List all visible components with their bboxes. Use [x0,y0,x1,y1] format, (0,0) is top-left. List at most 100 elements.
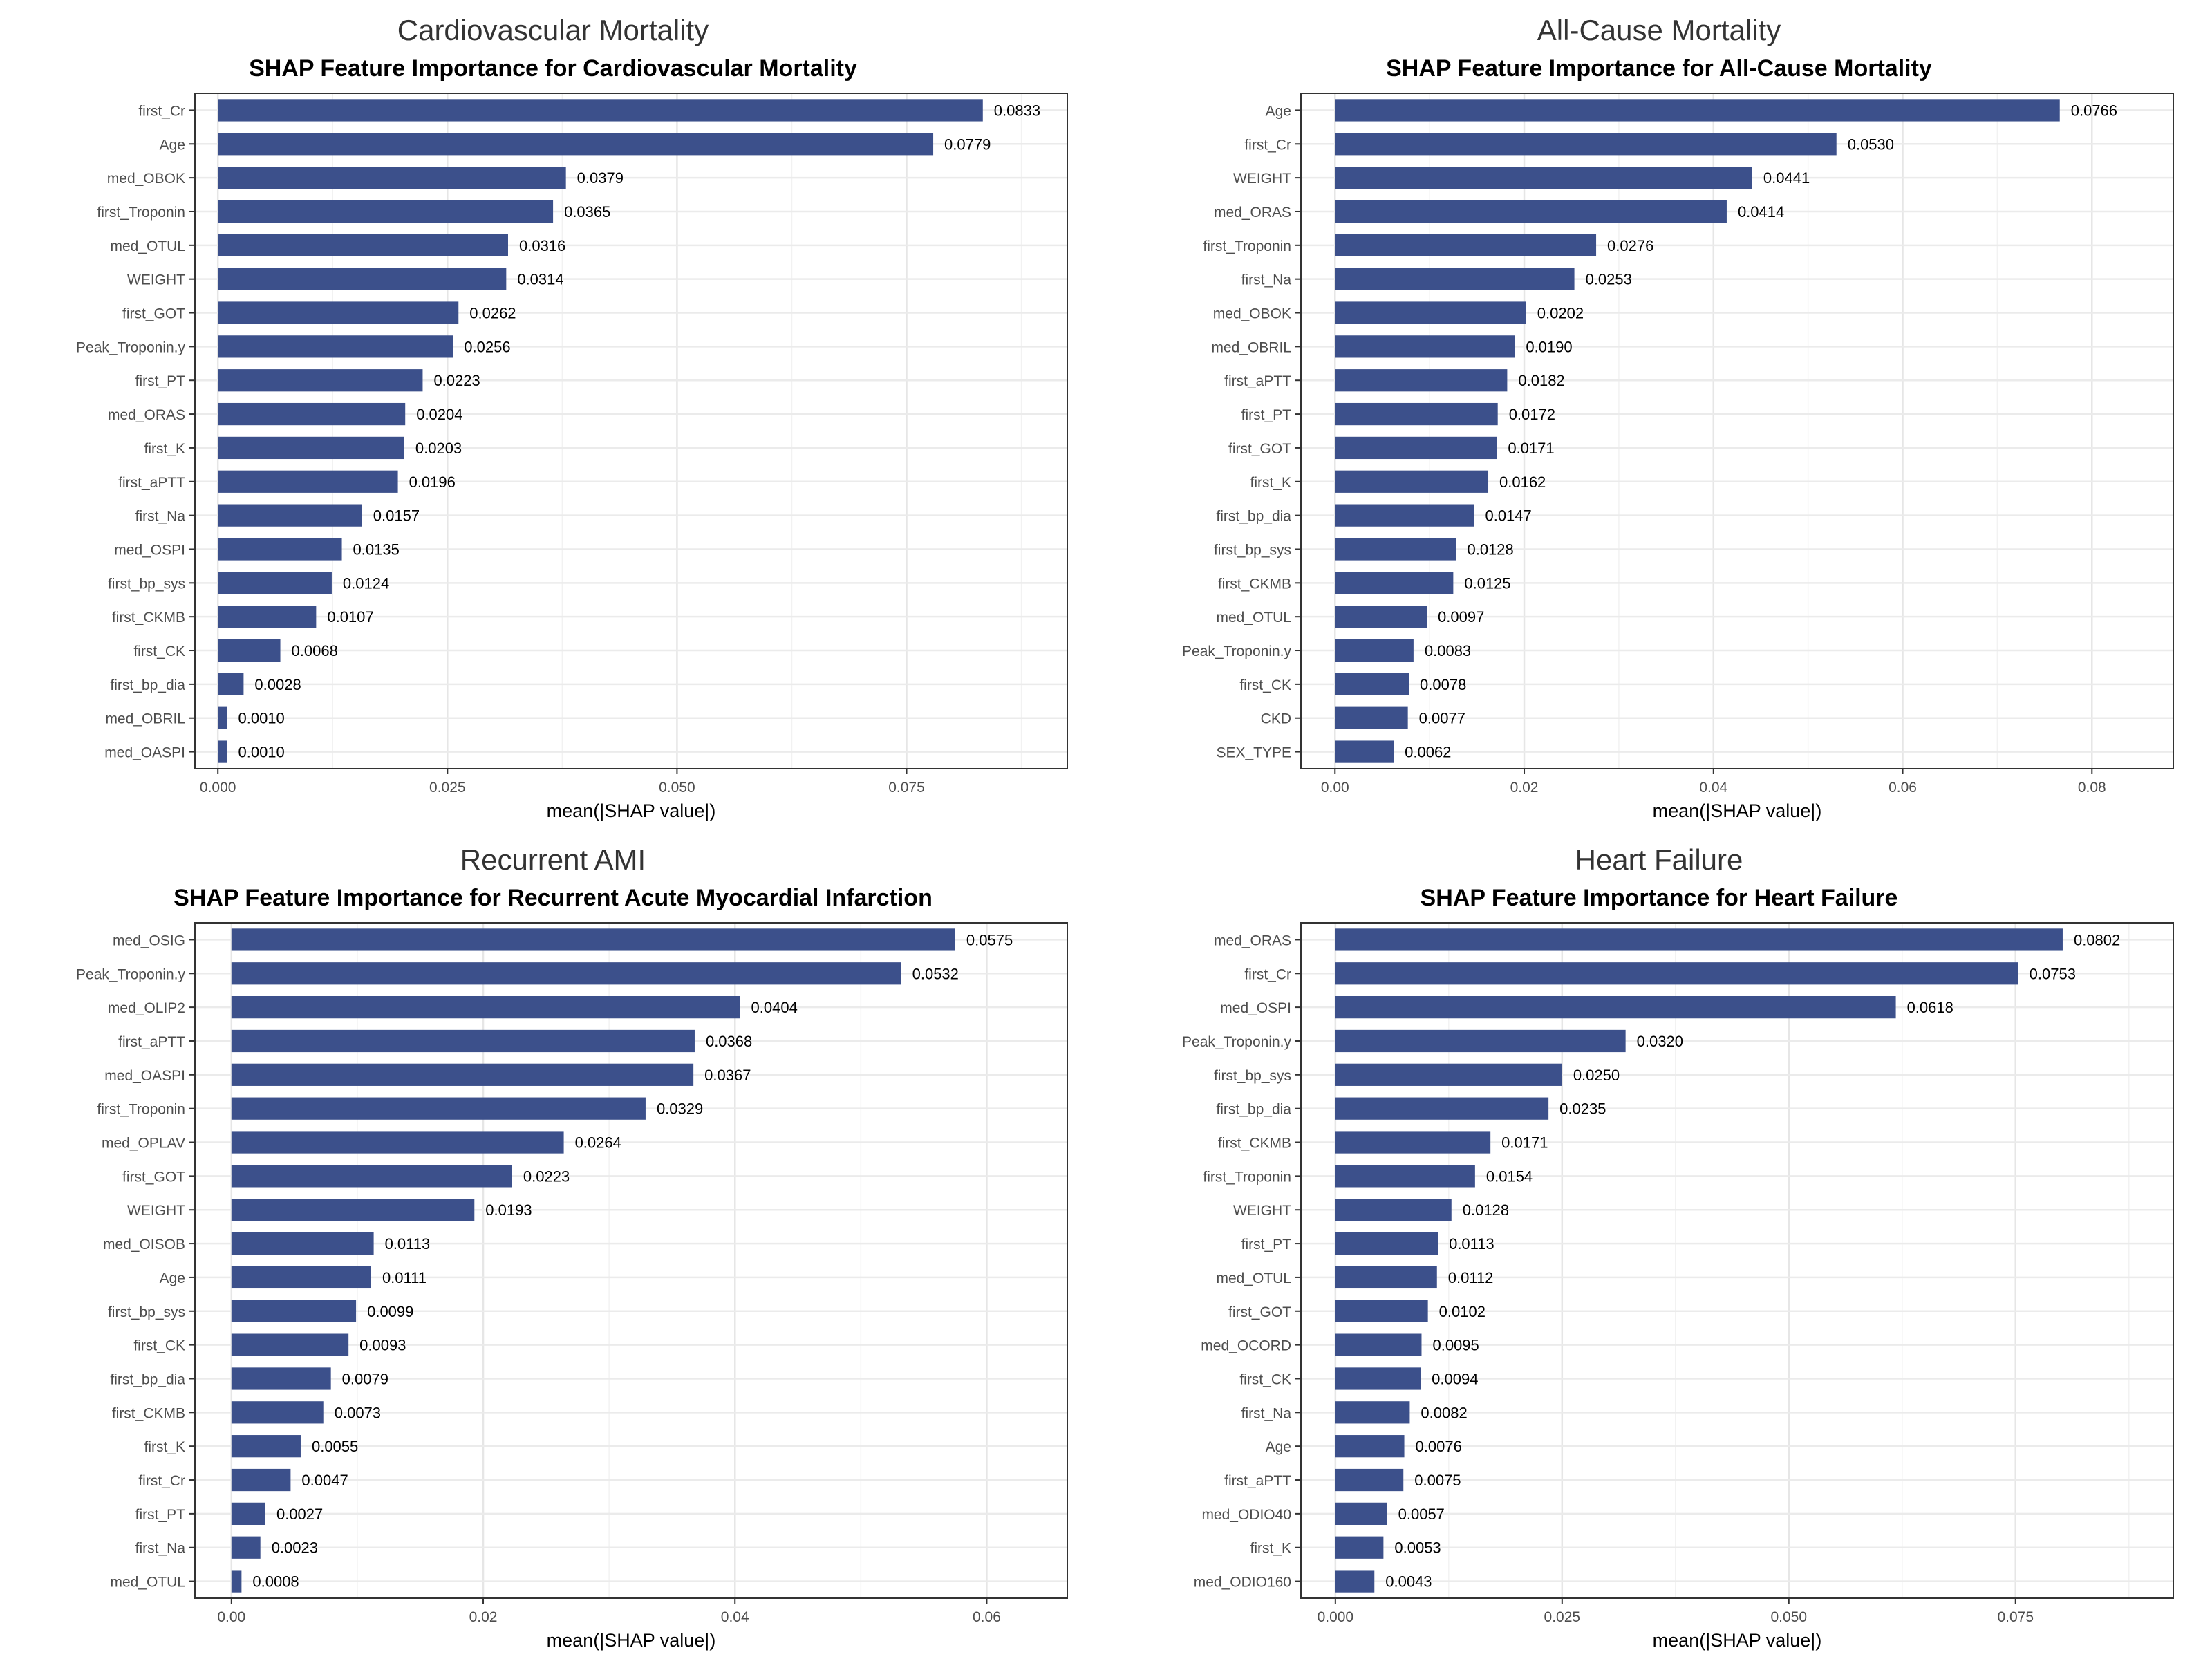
value-label: 0.0075 [1414,1472,1461,1489]
panel-title: Heart Failure [1575,843,1743,876]
bar [231,996,740,1019]
bar [231,1435,301,1458]
y-tick-label: Age [160,137,185,153]
value-label: 0.0753 [2030,965,2076,982]
y-tick-label: first_Na [135,1541,186,1557]
bar [231,1165,512,1188]
y-tick-label: first_aPTT [118,1034,185,1050]
value-label: 0.0097 [1438,608,1484,626]
value-label: 0.0077 [1419,710,1465,727]
value-label: 0.0043 [1385,1573,1432,1591]
value-label: 0.0157 [373,507,420,525]
y-tick-label: med_ORAS [1214,932,1291,948]
bar-chart: 0.0575med_OSIG0.0532Peak_Troponin.y0.040… [76,922,1068,1651]
bar [218,470,398,493]
bar [218,504,362,527]
bar [1335,1401,1410,1424]
value-label: 0.0172 [1509,406,1555,423]
y-tick-label: med_OASPI [104,745,185,761]
value-label: 0.0099 [367,1303,413,1320]
value-label: 0.0055 [312,1438,358,1455]
value-label: 0.0113 [1449,1235,1494,1253]
value-label: 0.0111 [382,1269,427,1286]
bar [1335,1570,1375,1593]
bar [231,1131,564,1154]
y-tick-label: first_K [1250,1541,1291,1557]
value-label: 0.0102 [1439,1303,1485,1320]
value-label: 0.0264 [575,1134,621,1152]
bar [231,928,955,951]
chart-title: SHAP Feature Importance for Recurrent Ac… [174,885,932,911]
bar [218,606,317,628]
y-tick-label: first_bp_sys [1214,542,1291,558]
x-tick-label: 0.025 [1544,1609,1581,1625]
value-label: 0.0314 [517,271,563,288]
bar [1335,1266,1437,1289]
bar [1335,234,1597,256]
y-tick-label: med_OCORD [1201,1338,1291,1354]
bar [1335,369,1508,392]
value-label: 0.0128 [1467,541,1513,558]
value-label: 0.0316 [519,237,565,254]
bar [231,1063,694,1086]
y-tick-label: med_OBRIL [1211,339,1291,355]
y-tick-label: first_Cr [138,1473,185,1489]
value-label: 0.0766 [2071,102,2117,119]
x-tick-label: 0.06 [973,1609,1001,1625]
value-label: 0.0082 [1421,1404,1467,1421]
x-tick-label: 0.02 [469,1609,498,1625]
y-tick-label: med_ODIO160 [1194,1575,1291,1591]
bar [218,234,508,256]
bar [1335,1029,1626,1053]
y-tick-label: first_bp_sys [1214,1068,1291,1084]
bar-chart: 0.0802 med_ORAS 0.0753 first_Cr 0.0618 med_OS… [1182,922,2174,1651]
bar [231,1097,646,1120]
bar [218,369,423,392]
x-tick-label: 0.050 [1770,1609,1807,1625]
y-tick-label: first_aPTT [1224,1473,1291,1489]
value-label: 0.0113 [385,1235,431,1253]
value-label: 0.0276 [1607,237,1653,254]
value-label: 0.0053 [1394,1539,1441,1557]
bar [231,1502,265,1525]
bar [231,1367,331,1390]
value-label: 0.0093 [359,1337,406,1354]
y-tick-label: first_aPTT [1224,373,1291,389]
panel-title: Cardiovascular Mortality [397,14,709,46]
y-tick-label: first_Troponin [97,205,185,221]
bar [1335,402,1498,426]
bar [1335,1536,1384,1559]
bar [1335,268,1575,290]
bar [1335,538,1456,561]
value-label: 0.0171 [1501,1134,1548,1152]
bar [1335,335,1515,358]
y-tick-label: Peak_Troponin.y [1182,1034,1291,1050]
value-label: 0.0073 [335,1404,381,1421]
value-label: 0.0441 [1763,169,1810,187]
y-tick-label: first_CK [133,1338,185,1354]
bar [1335,1367,1421,1390]
panel-heart-failure: Heart Failure SHAP Feature Importance fo… [1106,830,2212,1659]
y-tick-label: first_CK [1239,677,1291,693]
x-tick-label: 0.04 [721,1609,749,1625]
value-label: 0.0223 [433,372,480,389]
y-tick-label: first_aPTT [118,475,185,491]
y-tick-label: med_ODIO40 [1201,1507,1291,1523]
x-axis-label: mean(|SHAP value|) [1653,800,1822,821]
x-tick-label: 0.04 [1699,780,1727,796]
y-tick-label: Peak_Troponin.y [76,339,185,355]
bar-chart: 0.0766 Age 0.0530 first_Cr 0.0441 WEIGHT 0.041… [1182,93,2174,821]
bar [1335,706,1408,729]
value-label: 0.0404 [751,999,798,1016]
value-label: 0.0062 [1405,744,1451,761]
value-label: 0.0618 [1907,999,1953,1016]
bar [1335,167,1752,189]
plot-border [194,922,1068,1599]
bar [1335,740,1394,763]
bar [231,1300,357,1322]
bar [1335,928,2063,951]
bar [231,1199,475,1221]
x-tick-label: 0.050 [659,780,695,796]
x-tick-label: 0.025 [429,780,466,796]
bar [218,402,406,426]
